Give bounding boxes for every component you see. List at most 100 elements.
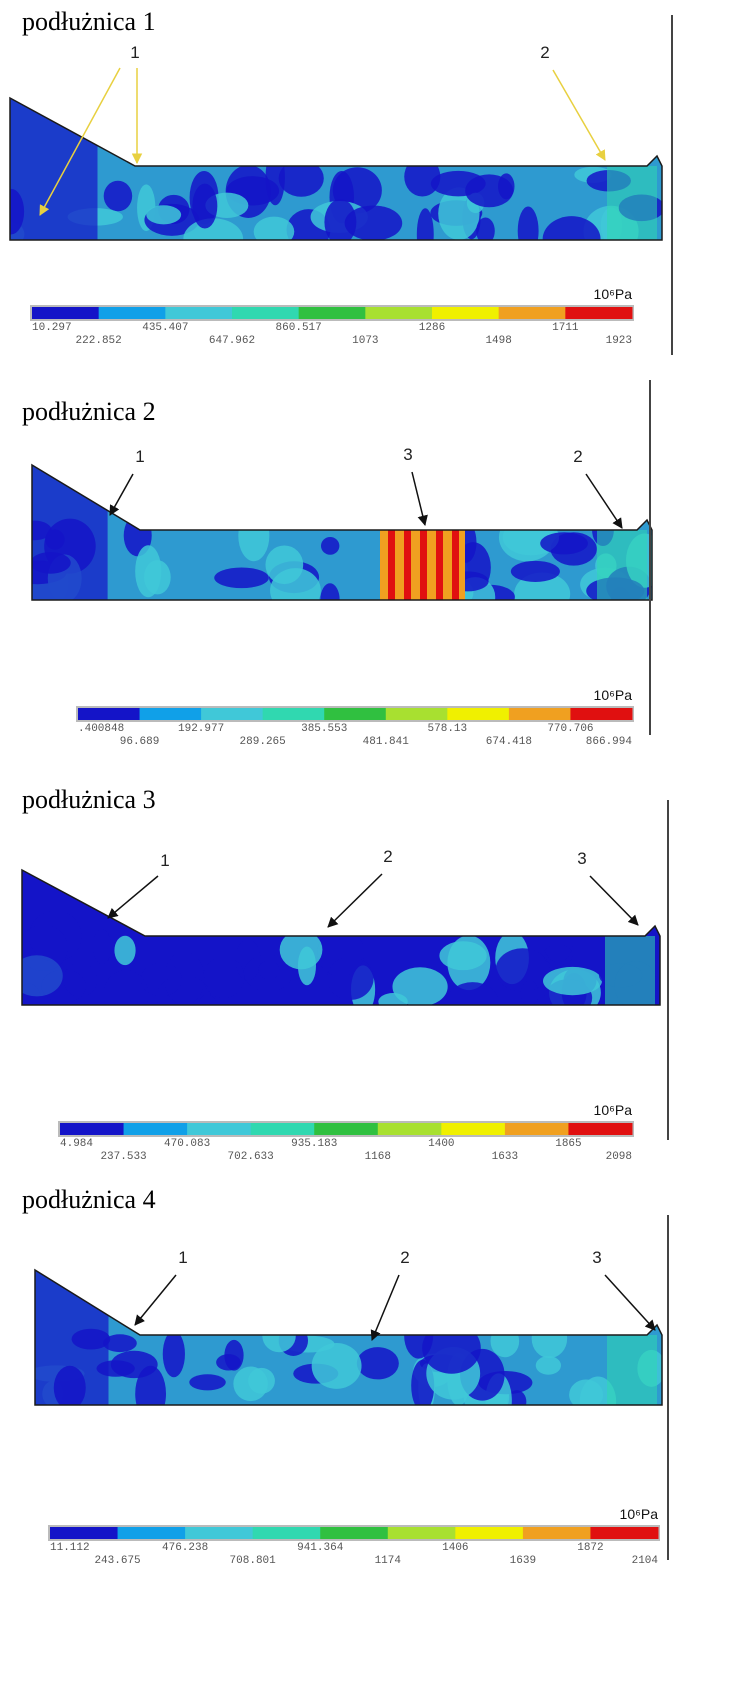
callout-label: 2 xyxy=(573,447,582,466)
colorbar-segment xyxy=(140,708,202,720)
fem-model xyxy=(11,870,660,1025)
panel-title: podłużnica 4 xyxy=(22,1185,156,1214)
colorbar-unit: 10⁶Pa xyxy=(594,1102,633,1118)
fem-patch xyxy=(298,946,316,985)
fem-hot-ring xyxy=(404,530,411,600)
colorbar-segment xyxy=(568,1123,632,1135)
fem-patch xyxy=(518,207,539,256)
fem-patch xyxy=(248,1368,275,1394)
fem-patch xyxy=(254,217,295,247)
colorbar-segment xyxy=(565,307,632,319)
colorbar-label: 860.517 xyxy=(276,322,322,334)
fem-patch xyxy=(216,1354,241,1370)
colorbar-unit: 10⁶Pa xyxy=(594,687,633,703)
fem-patch xyxy=(146,205,181,224)
colorbar-label: 237.533 xyxy=(100,1151,146,1163)
fem-patch xyxy=(135,545,161,597)
fem-patch xyxy=(141,963,182,997)
colorbar-segment xyxy=(378,1123,442,1135)
fem-patch xyxy=(324,199,356,245)
fem-model xyxy=(9,465,663,617)
colorbar-label: 866.994 xyxy=(586,736,633,748)
colorbar-label: 1073 xyxy=(352,335,378,347)
colorbar-unit: 10⁶Pa xyxy=(594,286,633,302)
colorbar-label: 935.183 xyxy=(291,1138,337,1150)
fem-patch xyxy=(192,184,217,229)
fem-end xyxy=(605,936,655,1005)
fem-left xyxy=(32,465,108,600)
panel-title: podłużnica 3 xyxy=(22,785,156,814)
colorbar-segment xyxy=(185,1527,253,1539)
callout-label: 2 xyxy=(400,1248,409,1267)
callout-arrow xyxy=(412,472,425,525)
callout-label: 2 xyxy=(383,847,392,866)
colorbar-segment xyxy=(499,307,566,319)
colorbar-label: 4.984 xyxy=(60,1138,93,1150)
callout-arrow xyxy=(135,1275,176,1325)
fem-patch xyxy=(446,982,499,1025)
colorbar-segment xyxy=(232,307,299,319)
colorbar-label: 192.977 xyxy=(178,723,224,735)
fem-model xyxy=(28,1270,666,1428)
fem-patch xyxy=(104,181,132,212)
colorbar-segment xyxy=(187,1123,251,1135)
fem-end xyxy=(597,530,647,600)
colorbar-segment xyxy=(509,708,571,720)
callout-label: 1 xyxy=(130,43,139,62)
colorbar-label: 1174 xyxy=(375,1555,402,1567)
fem-patch xyxy=(540,532,588,554)
colorbar-segment xyxy=(441,1123,505,1135)
fem-patch xyxy=(465,174,513,207)
fem-left xyxy=(22,870,108,1005)
colorbar-label: 1872 xyxy=(577,1542,603,1554)
fem-patch xyxy=(214,567,269,588)
colorbar-label: 1168 xyxy=(365,1151,391,1163)
callout-label: 1 xyxy=(135,447,144,466)
fem-patch xyxy=(511,561,560,582)
colorbar-label: 1923 xyxy=(606,335,632,347)
fem-patch xyxy=(378,993,407,1010)
fem-patch xyxy=(189,1374,225,1390)
colorbar-segment xyxy=(570,708,632,720)
colorbar-label: 476.238 xyxy=(162,1542,208,1554)
colorbar-label: 1286 xyxy=(419,322,445,334)
colorbar-segment xyxy=(201,708,263,720)
callout-arrow xyxy=(108,876,158,918)
colorbar-segment xyxy=(299,307,366,319)
callout-arrow xyxy=(110,474,133,515)
colorbar-segment xyxy=(447,708,509,720)
colorbar-segment xyxy=(253,1527,321,1539)
colorbar-segment xyxy=(432,307,499,319)
callout-arrow xyxy=(605,1275,655,1330)
colorbar-segment xyxy=(124,1123,188,1135)
fem-patch xyxy=(532,1319,567,1358)
fem-model xyxy=(0,98,665,263)
fem-patch xyxy=(262,1320,295,1353)
colorbar-label: 702.633 xyxy=(228,1151,274,1163)
colorbar-segment xyxy=(386,708,448,720)
callout-arrow xyxy=(372,1275,399,1340)
colorbar-label: 10.297 xyxy=(32,322,72,334)
fem-patch xyxy=(163,1331,185,1377)
colorbar-label: 941.364 xyxy=(297,1542,344,1554)
fem-left xyxy=(35,1270,109,1405)
fem-hot-ring xyxy=(388,530,395,600)
colorbar-label: .400848 xyxy=(78,723,124,735)
callout-arrow xyxy=(328,874,382,927)
colorbar-label: 1406 xyxy=(442,1542,468,1554)
fem-patch xyxy=(417,208,434,260)
fem-patch xyxy=(183,218,243,259)
colorbar-segment xyxy=(118,1527,186,1539)
colorbar-label: 1865 xyxy=(555,1138,581,1150)
fem-hot-ring xyxy=(436,530,443,600)
fem-patch xyxy=(312,1343,362,1389)
colorbar-segment xyxy=(505,1123,569,1135)
colorbar-label: 578.13 xyxy=(428,723,468,735)
colorbar-label: 96.689 xyxy=(120,736,160,748)
fem-patch xyxy=(270,568,321,613)
colorbar-label: 243.675 xyxy=(94,1555,140,1567)
fem-patch xyxy=(496,948,550,991)
fem-hot-ring xyxy=(420,530,427,600)
callout-arrow xyxy=(586,474,622,528)
callout-arrow xyxy=(590,876,638,925)
